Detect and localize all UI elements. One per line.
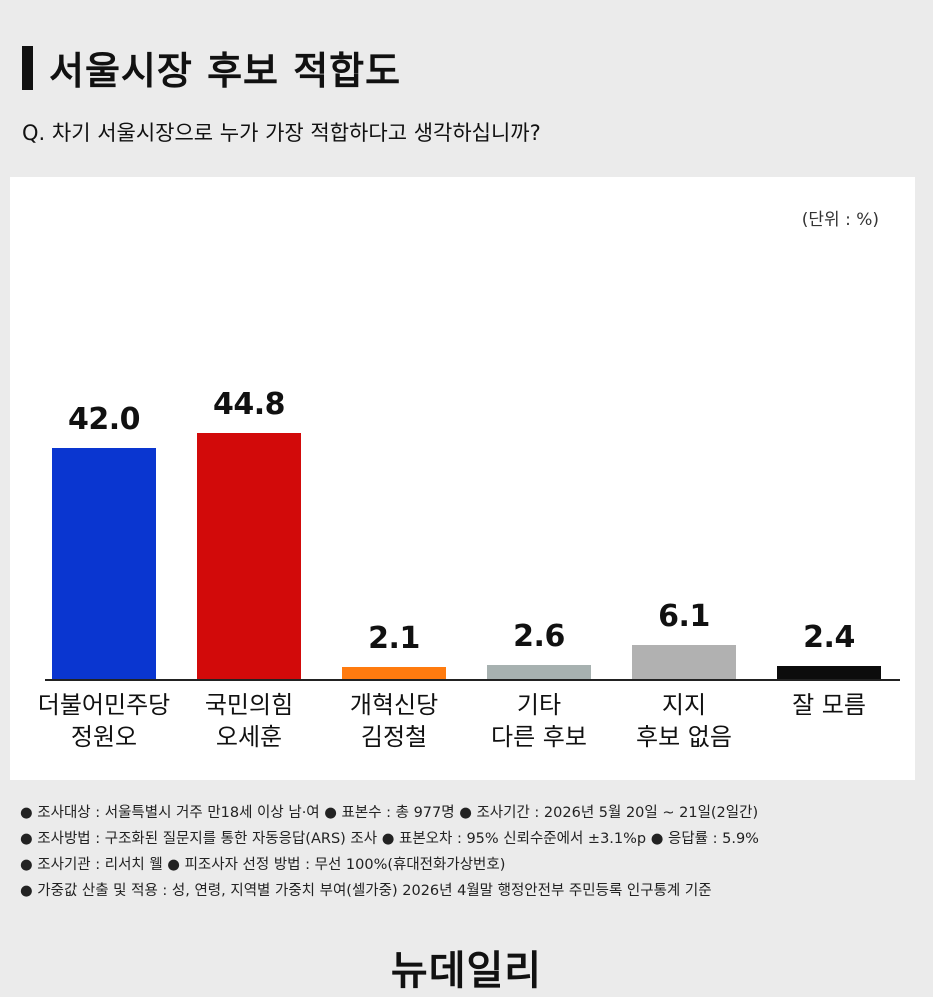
newsdaily-logo: 뉴데일리 (390, 948, 543, 994)
chart-panel: (단위 : %) 42.0 더불어민주당 정원오 44.8 국민의힘 오세훈 2.1 개혁신당… (10, 177, 915, 780)
unit-label: (단위 : %) (801, 210, 879, 230)
bar (342, 667, 446, 679)
x-axis-baseline (45, 679, 900, 681)
footnote-line: ● 조사기관 : 리서치 웰 ● 피조사자 선정 방법 : 무선 100%(휴대… (20, 857, 506, 873)
bar-value-label: 6.1 (658, 599, 710, 634)
bar (777, 666, 881, 679)
bar (52, 448, 156, 679)
footnotes: ● 조사대상 : 서울특별시 거주 만18세 이상 남·여 ● 표본수 : 총 … (20, 800, 759, 904)
category-label: 국민의힘 오세훈 (204, 691, 294, 751)
bar-value-label: 44.8 (212, 387, 286, 422)
bar-value-label: 2.1 (368, 621, 420, 656)
title-marker (22, 45, 33, 90)
bar (632, 645, 736, 679)
bar (487, 665, 591, 679)
bar (197, 433, 301, 679)
chart-title: 서울시장 후보 적합도 (49, 49, 402, 93)
survey-question: Q. 차기 서울시장으로 누가 가장 적합하다고 생각하십니까? (22, 121, 541, 145)
category-label: 잘 모름 (792, 691, 866, 719)
bar-value-label: 2.4 (803, 620, 855, 655)
footnote-line: ● 조사방법 : 구조화된 질문지를 통한 자동응답(ARS) 조사 ● 표본오… (20, 831, 759, 847)
bar-value-label: 2.6 (513, 619, 565, 654)
footnote-line: ● 가중값 산출 및 적용 : 성, 연령, 지역별 가중치 부여(셀가중) 2… (20, 883, 712, 899)
category-label: 더불어민주당 정원오 (37, 691, 171, 751)
bar-value-label: 42.0 (67, 402, 141, 437)
title-block: 서울시장 후보 적합도 (22, 40, 401, 95)
category-label: 개혁신당 김정철 (349, 691, 439, 751)
category-label: 기타 다른 후보 (491, 691, 587, 751)
category-label: 지지 후보 없음 (636, 691, 732, 751)
bar-plot: 42.0 더불어민주당 정원오 44.8 국민의힘 오세훈 2.1 개혁신당 김정철 2.6 기타 다… (10, 177, 915, 780)
footnote-line: ● 조사대상 : 서울특별시 거주 만18세 이상 남·여 ● 표본수 : 총 … (20, 805, 759, 821)
